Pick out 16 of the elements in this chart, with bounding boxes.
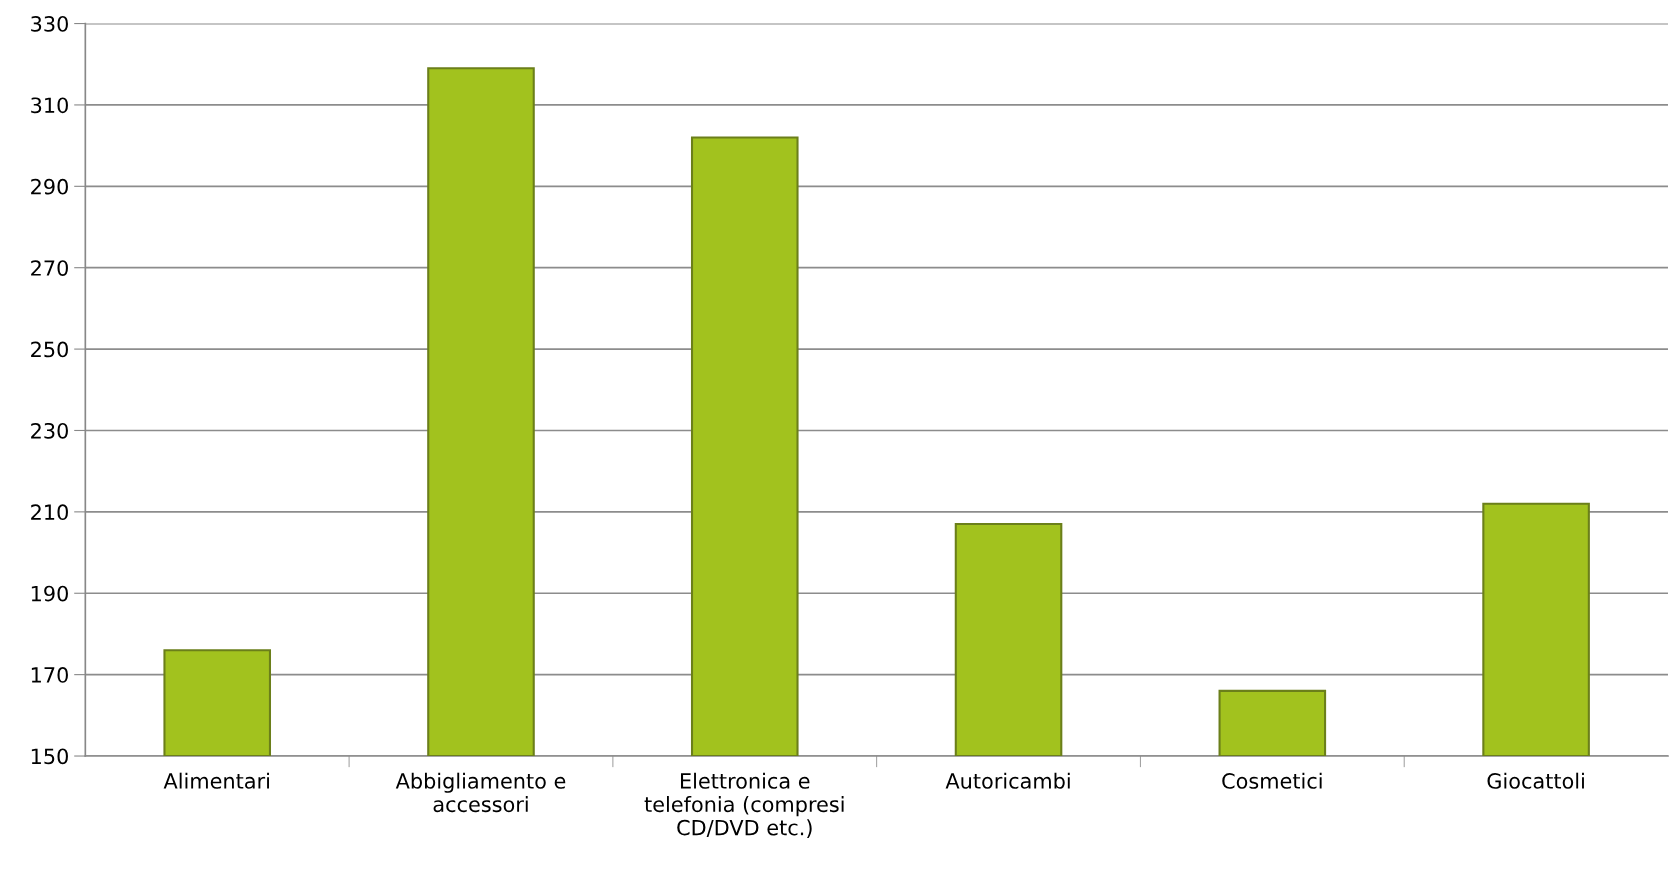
y-tick-label: 230 bbox=[31, 422, 68, 439]
y-tick-label: 150 bbox=[31, 748, 68, 765]
x-tick-label: Cosmetici bbox=[1222, 772, 1322, 789]
y-tick-label: 330 bbox=[31, 16, 68, 32]
x-tick-label: Abbigliamento e accessori bbox=[395, 772, 566, 813]
x-tick-label: Elettronica e telefonia (compresi CD/DVD etc.) bbox=[644, 772, 844, 838]
x-tick-label: Autoricambi bbox=[945, 772, 1070, 789]
y-tick-label: 270 bbox=[31, 260, 68, 276]
x-tick-label: Alimentari bbox=[163, 772, 269, 789]
y-tick-label: 250 bbox=[31, 341, 68, 358]
y-tick-label: 170 bbox=[31, 667, 68, 683]
y-tick-label: 210 bbox=[31, 504, 68, 521]
y-tick-label: 310 bbox=[31, 97, 68, 114]
x-tick-label: Giocattoli bbox=[1487, 772, 1584, 789]
y-tick-label: 190 bbox=[31, 585, 68, 602]
y-tick-label: 290 bbox=[31, 178, 68, 195]
